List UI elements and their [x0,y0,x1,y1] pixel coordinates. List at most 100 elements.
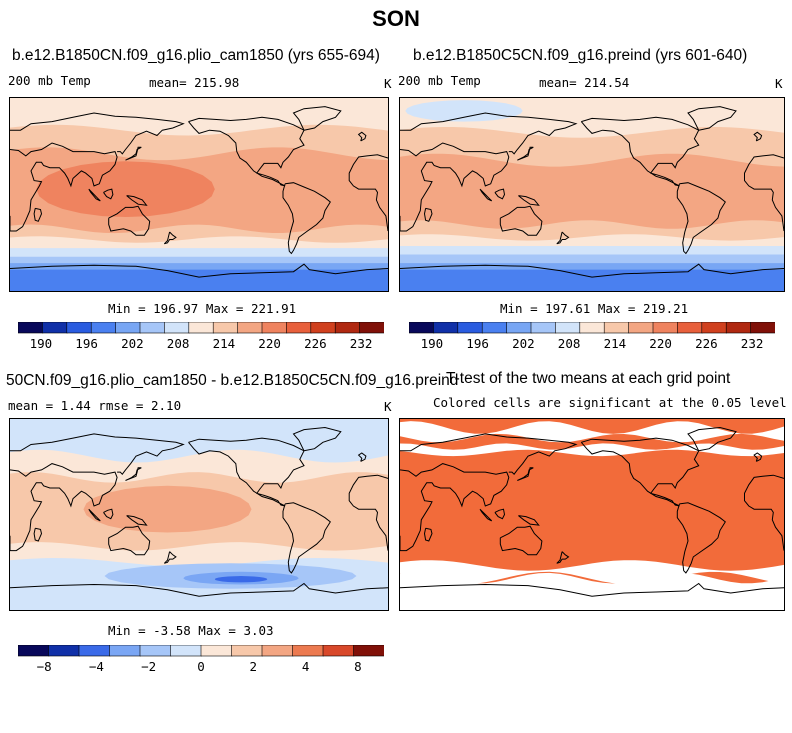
colorbar-tick-label: 232 [740,336,764,351]
colorbar-tick-label: 8 [354,659,362,674]
colorbar-cell [139,322,166,334]
coastline [188,437,305,507]
coastline [33,207,43,222]
colorbar-cell [310,322,336,334]
coastline [423,207,433,222]
colorbar-cell [677,322,703,334]
colorbar-cell [286,322,312,334]
panel2-variable-label: 200 mb Temp [398,73,481,88]
colorbar-cell [725,322,752,334]
coastline [126,515,148,526]
colorbar-cell [555,322,581,334]
coastline [499,205,543,236]
contour-band [36,161,215,217]
contour-band [400,153,784,229]
colorbar-cell [170,645,202,657]
colorbar-cell [481,322,508,334]
colorbar-tick-label: −8 [36,659,52,674]
colorbar-tick-label: 220 [258,336,281,351]
panel2-units-label: K [775,76,783,91]
coastline [10,433,185,475]
coastline [687,106,737,131]
coastline [103,188,114,200]
contour-band [400,421,784,443]
coastline [125,467,142,481]
colorbar-tick-label: 196 [466,336,489,351]
coastline [499,525,543,556]
coastline [423,527,433,542]
panel2-title: b.e12.B1850C5CN.f09_g16.preind (yrs 601-… [413,47,748,64]
colorbar-tick-label: 226 [304,336,327,351]
coastline [494,188,506,200]
coastline [400,582,784,597]
colorbar-cell [212,322,239,334]
colorbar-cell [530,322,557,334]
panel4-map [399,418,785,611]
coastline [88,508,101,522]
panel4-subtitle: Colored cells are significant at the 0.0… [433,395,787,410]
coastline [744,154,784,232]
colorbar-cell [334,322,361,334]
colorbar-cell [652,322,679,334]
coastline [10,582,388,597]
contour-band [405,100,523,122]
colorbar-tick-label: 208 [166,336,190,351]
colorbar-cell [353,645,384,657]
coastline [580,116,700,187]
coastline [517,467,534,481]
colorbar-cell [506,322,532,334]
panel1-units-label: K [384,76,392,91]
coastline [400,263,784,278]
contour-band [400,269,784,291]
coastline [400,463,510,552]
coastline [292,426,342,452]
colorbar-cell [115,322,141,334]
contour-band [10,269,388,291]
colorbar-cell [409,322,435,334]
contour-band [83,485,252,533]
panel2-colorbar: 190 196 202 208 214 220 226 232 [409,322,775,354]
panel3-stats-label: mean = 1.44 rmse = 2.10 [8,398,182,413]
coastline [88,188,101,202]
coastline [125,146,142,161]
colorbar-cell [66,322,92,334]
colorbar-cell [42,322,68,334]
coastline [753,452,763,462]
coastline [10,263,388,278]
coastline [10,142,118,232]
colorbar-tick-label: 2 [249,659,258,674]
colorbar-tick-label: 220 [649,336,672,351]
coastline [400,142,510,232]
colorbar-tick-label: 190 [420,336,444,351]
panel1-variable-label: 200 mb Temp [8,73,91,88]
colorbar-cell [603,322,630,334]
coastline [10,112,185,155]
coastline [494,508,506,520]
panel3-minmax: Min = -3.58 Max = 3.03 [108,623,274,638]
panel3-map [9,418,389,611]
panel3-title: 50CN.f09_g16.plio_cam1850 - b.e12.B1850C… [6,372,459,389]
coastline [479,188,493,202]
coastline [357,131,367,142]
colorbar-tick-label: 4 [301,659,310,674]
panel2-map [399,97,785,292]
contour-band [400,254,784,266]
coastline [348,474,388,551]
coastline [753,131,763,142]
colorbar-tick-label: 0 [197,659,205,674]
colorbar-cell [261,322,288,334]
coastline [556,231,570,245]
coastline [518,195,540,206]
panel1-minmax: Min = 196.97 Max = 221.91 [108,301,297,316]
coastline [676,182,726,255]
panel3-colorbar: −8 −4 −2 0 2 4 8 [18,645,384,677]
colorbar-tick-label: −2 [141,659,157,674]
coastline [108,525,151,556]
panel3-units-label: K [384,399,392,414]
panel4-title: T-test of the two means at each grid poi… [446,370,731,387]
coastline [479,508,493,522]
colorbar-cell [701,322,727,334]
coastline [292,106,342,131]
colorbar-tick-label: 214 [603,336,627,351]
contour-band [400,246,784,257]
